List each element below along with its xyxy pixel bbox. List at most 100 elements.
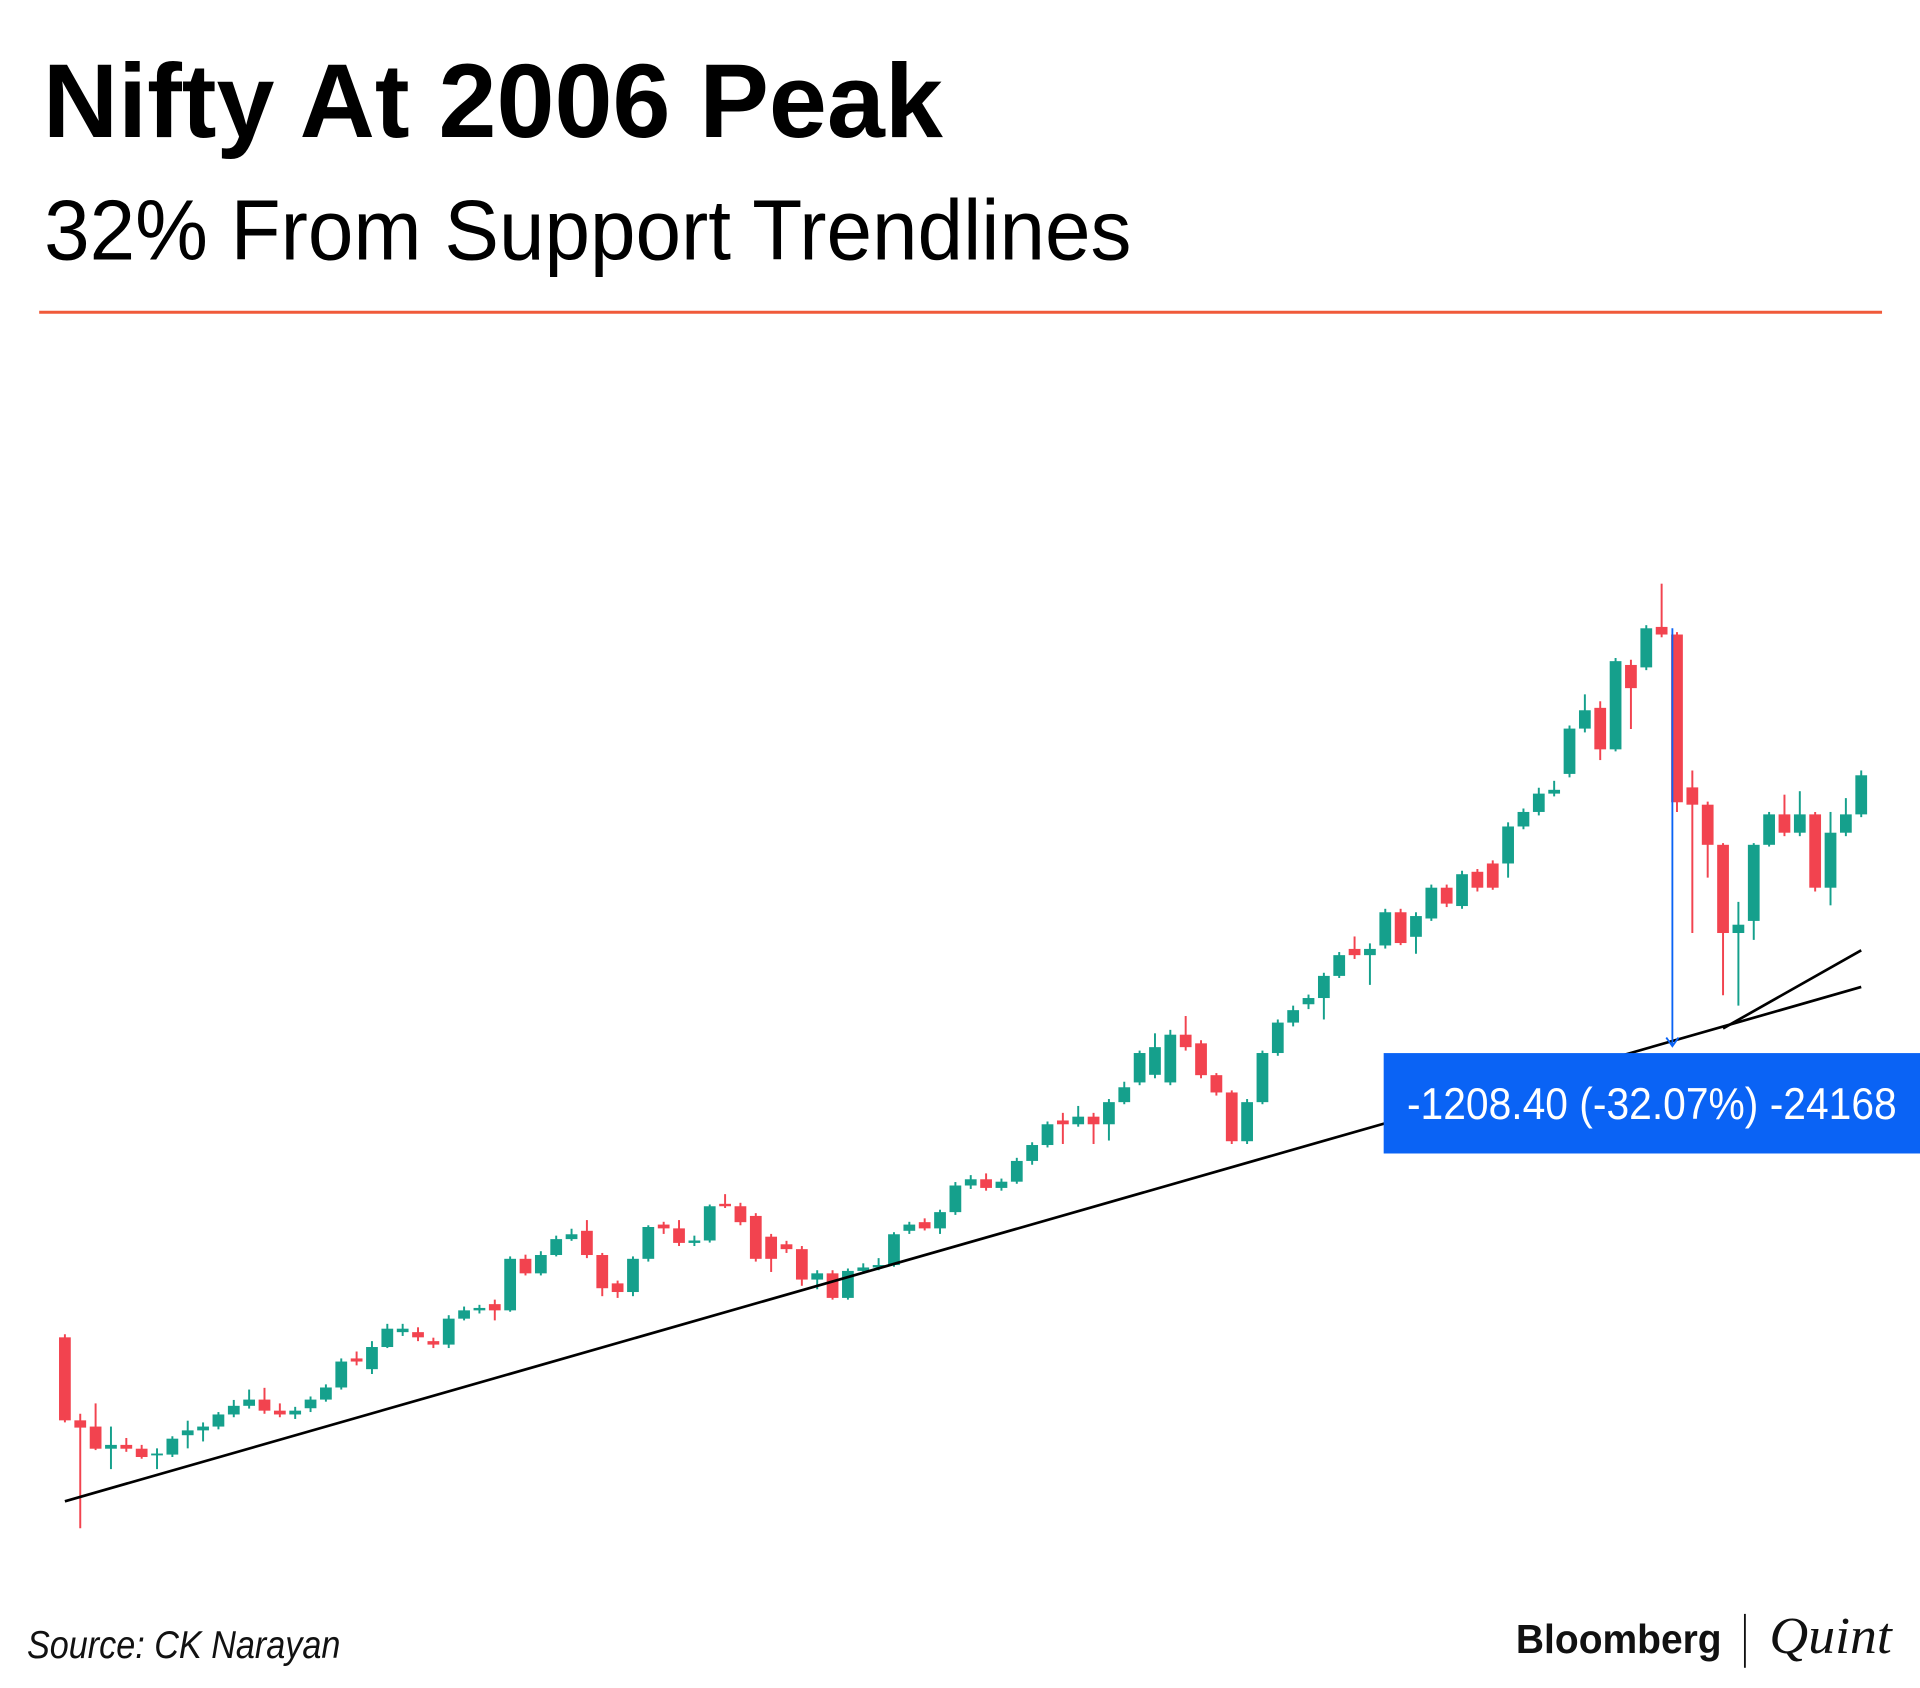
candle-body [74,1420,87,1428]
candle-body [350,1358,363,1362]
candle-body [734,1206,747,1223]
candle-body [473,1307,486,1311]
candle-body [918,1222,931,1229]
trendline [1722,949,1862,1030]
candle-body [688,1240,701,1243]
candle-body [780,1244,793,1250]
candle-body [1256,1053,1269,1103]
candle-body [1410,916,1422,937]
candle-body [888,1234,900,1266]
candle-body [1456,874,1468,907]
candle-body [1118,1087,1131,1103]
arrow-head [1665,1037,1680,1048]
candle-body [550,1239,563,1256]
candle-body [1394,912,1407,944]
candle-body [1763,814,1775,845]
candle-body [826,1273,839,1298]
candle-body [243,1399,256,1406]
candle-body [427,1341,440,1345]
candle-body [304,1399,317,1409]
candle-body [1717,844,1729,934]
candle-body [1149,1047,1161,1075]
candle-body [151,1453,163,1456]
candle-body [657,1224,670,1229]
candle-body [105,1444,117,1449]
candle-body [1686,787,1699,805]
candle-body [949,1185,962,1213]
candle-body [1333,955,1346,976]
candle-body [964,1179,977,1186]
candle-body [1609,661,1622,750]
candle-body [381,1328,394,1348]
candle-body [581,1230,593,1256]
candle-body [534,1255,547,1274]
candle-body [1517,811,1530,827]
candle-body [166,1438,179,1455]
candle-body [135,1448,148,1458]
candle-body [1732,924,1745,934]
candle-body [320,1387,332,1400]
annotation-label: -1208.40 (-32.07%) -24168 [1407,1080,1897,1129]
candle-body [458,1310,470,1319]
candle-body [857,1267,870,1271]
candle-body [442,1318,455,1345]
candle-body [1010,1160,1023,1182]
candle-body [1471,871,1484,888]
candle-body [1364,948,1376,956]
candle-body [504,1258,517,1311]
candle-body [795,1249,808,1280]
candle-body [1839,814,1852,833]
candle-body [1532,793,1545,812]
candle-body [811,1273,824,1280]
candle-body [980,1179,992,1188]
candle-body [1056,1120,1069,1125]
candle-body [212,1414,225,1427]
candle-body [1302,998,1315,1005]
candle-body [59,1337,71,1421]
logo-bloomberg: Bloomberg [1516,1616,1722,1662]
candle-body [1041,1124,1054,1146]
candle-body [1103,1102,1115,1125]
candle-body [703,1206,716,1241]
candle-body [1671,634,1683,803]
candle-body [1425,887,1438,919]
candle-body [412,1332,424,1338]
candle-body [488,1304,501,1311]
candle-body [1379,912,1392,946]
candle-body [519,1258,532,1274]
candle-body [903,1224,916,1231]
candle-body [1440,887,1453,904]
candle-body [673,1228,685,1243]
candle-body [1563,728,1576,774]
candle-body [1195,1043,1207,1076]
candle-body [396,1328,409,1333]
candle-body [596,1255,609,1289]
candle-body [1655,626,1668,635]
candle-body [1793,814,1806,833]
candle-body [1348,948,1361,956]
candle-body [642,1227,655,1259]
candle-body [1317,975,1330,999]
candle-body [273,1410,286,1415]
candle-body [1486,863,1499,888]
candle-body [1778,814,1791,833]
candle-body [719,1203,731,1207]
candle-body [1747,844,1760,921]
candle-body [1287,1010,1300,1023]
candle-body [1594,707,1607,750]
annotation-box [1383,1053,1920,1154]
candle-body [1625,664,1637,689]
candle-body [1502,826,1514,864]
candle-body [1164,1034,1177,1083]
candle-body [89,1426,102,1449]
source-note: Source: CK Narayan [27,1624,340,1667]
candle-body [1578,710,1591,729]
candle-body [1210,1075,1223,1093]
candle-body [1271,1022,1284,1054]
chart-title: Nifty At 2006 Peak [43,43,943,160]
candle-body [611,1283,624,1293]
candle-body [1809,814,1822,888]
candle-body [872,1265,885,1268]
